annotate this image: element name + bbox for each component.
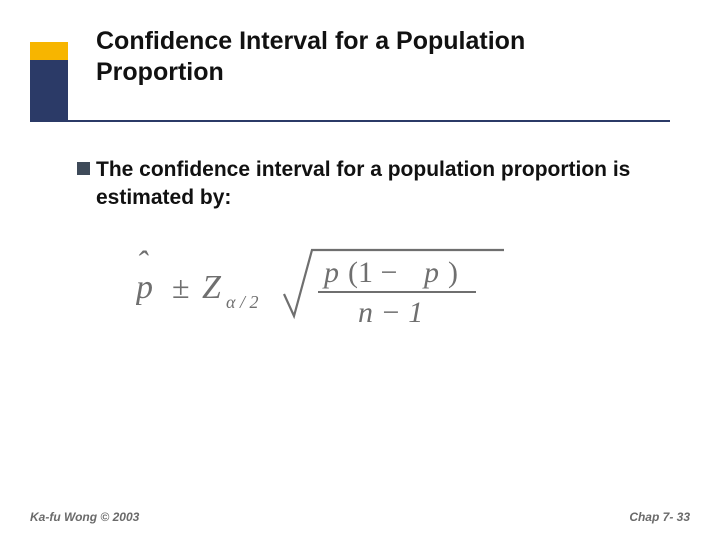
phat1: p	[136, 269, 153, 306]
one-minus: (1 −	[348, 256, 397, 289]
accent-yellow-block	[30, 42, 68, 60]
bullet-text: The confidence interval for a population…	[96, 156, 656, 213]
plus-minus: ±	[172, 269, 190, 305]
close-paren: )	[448, 256, 458, 289]
footer-author: Ka-fu Wong © 2003	[30, 510, 139, 524]
bullet-square-icon	[77, 162, 90, 175]
footer-page: Chap 7- 33	[629, 510, 690, 524]
phat2: p	[322, 256, 339, 289]
accent-navy-block	[30, 60, 68, 120]
title-underline	[30, 120, 670, 122]
alpha-sub: α / 2	[226, 292, 258, 312]
denominator: n − 1	[358, 296, 423, 329]
phat3: p	[422, 256, 439, 289]
formula-svg: ˆ p ± Z α / 2 ˆ p (1 − ˆ p ) n − 1	[136, 244, 506, 330]
formula: ˆ p ± Z α / 2 ˆ p (1 − ˆ p ) n − 1	[136, 244, 506, 335]
z-var: Z	[202, 269, 222, 306]
slide-title: Confidence Interval for a Population Pro…	[96, 26, 656, 89]
